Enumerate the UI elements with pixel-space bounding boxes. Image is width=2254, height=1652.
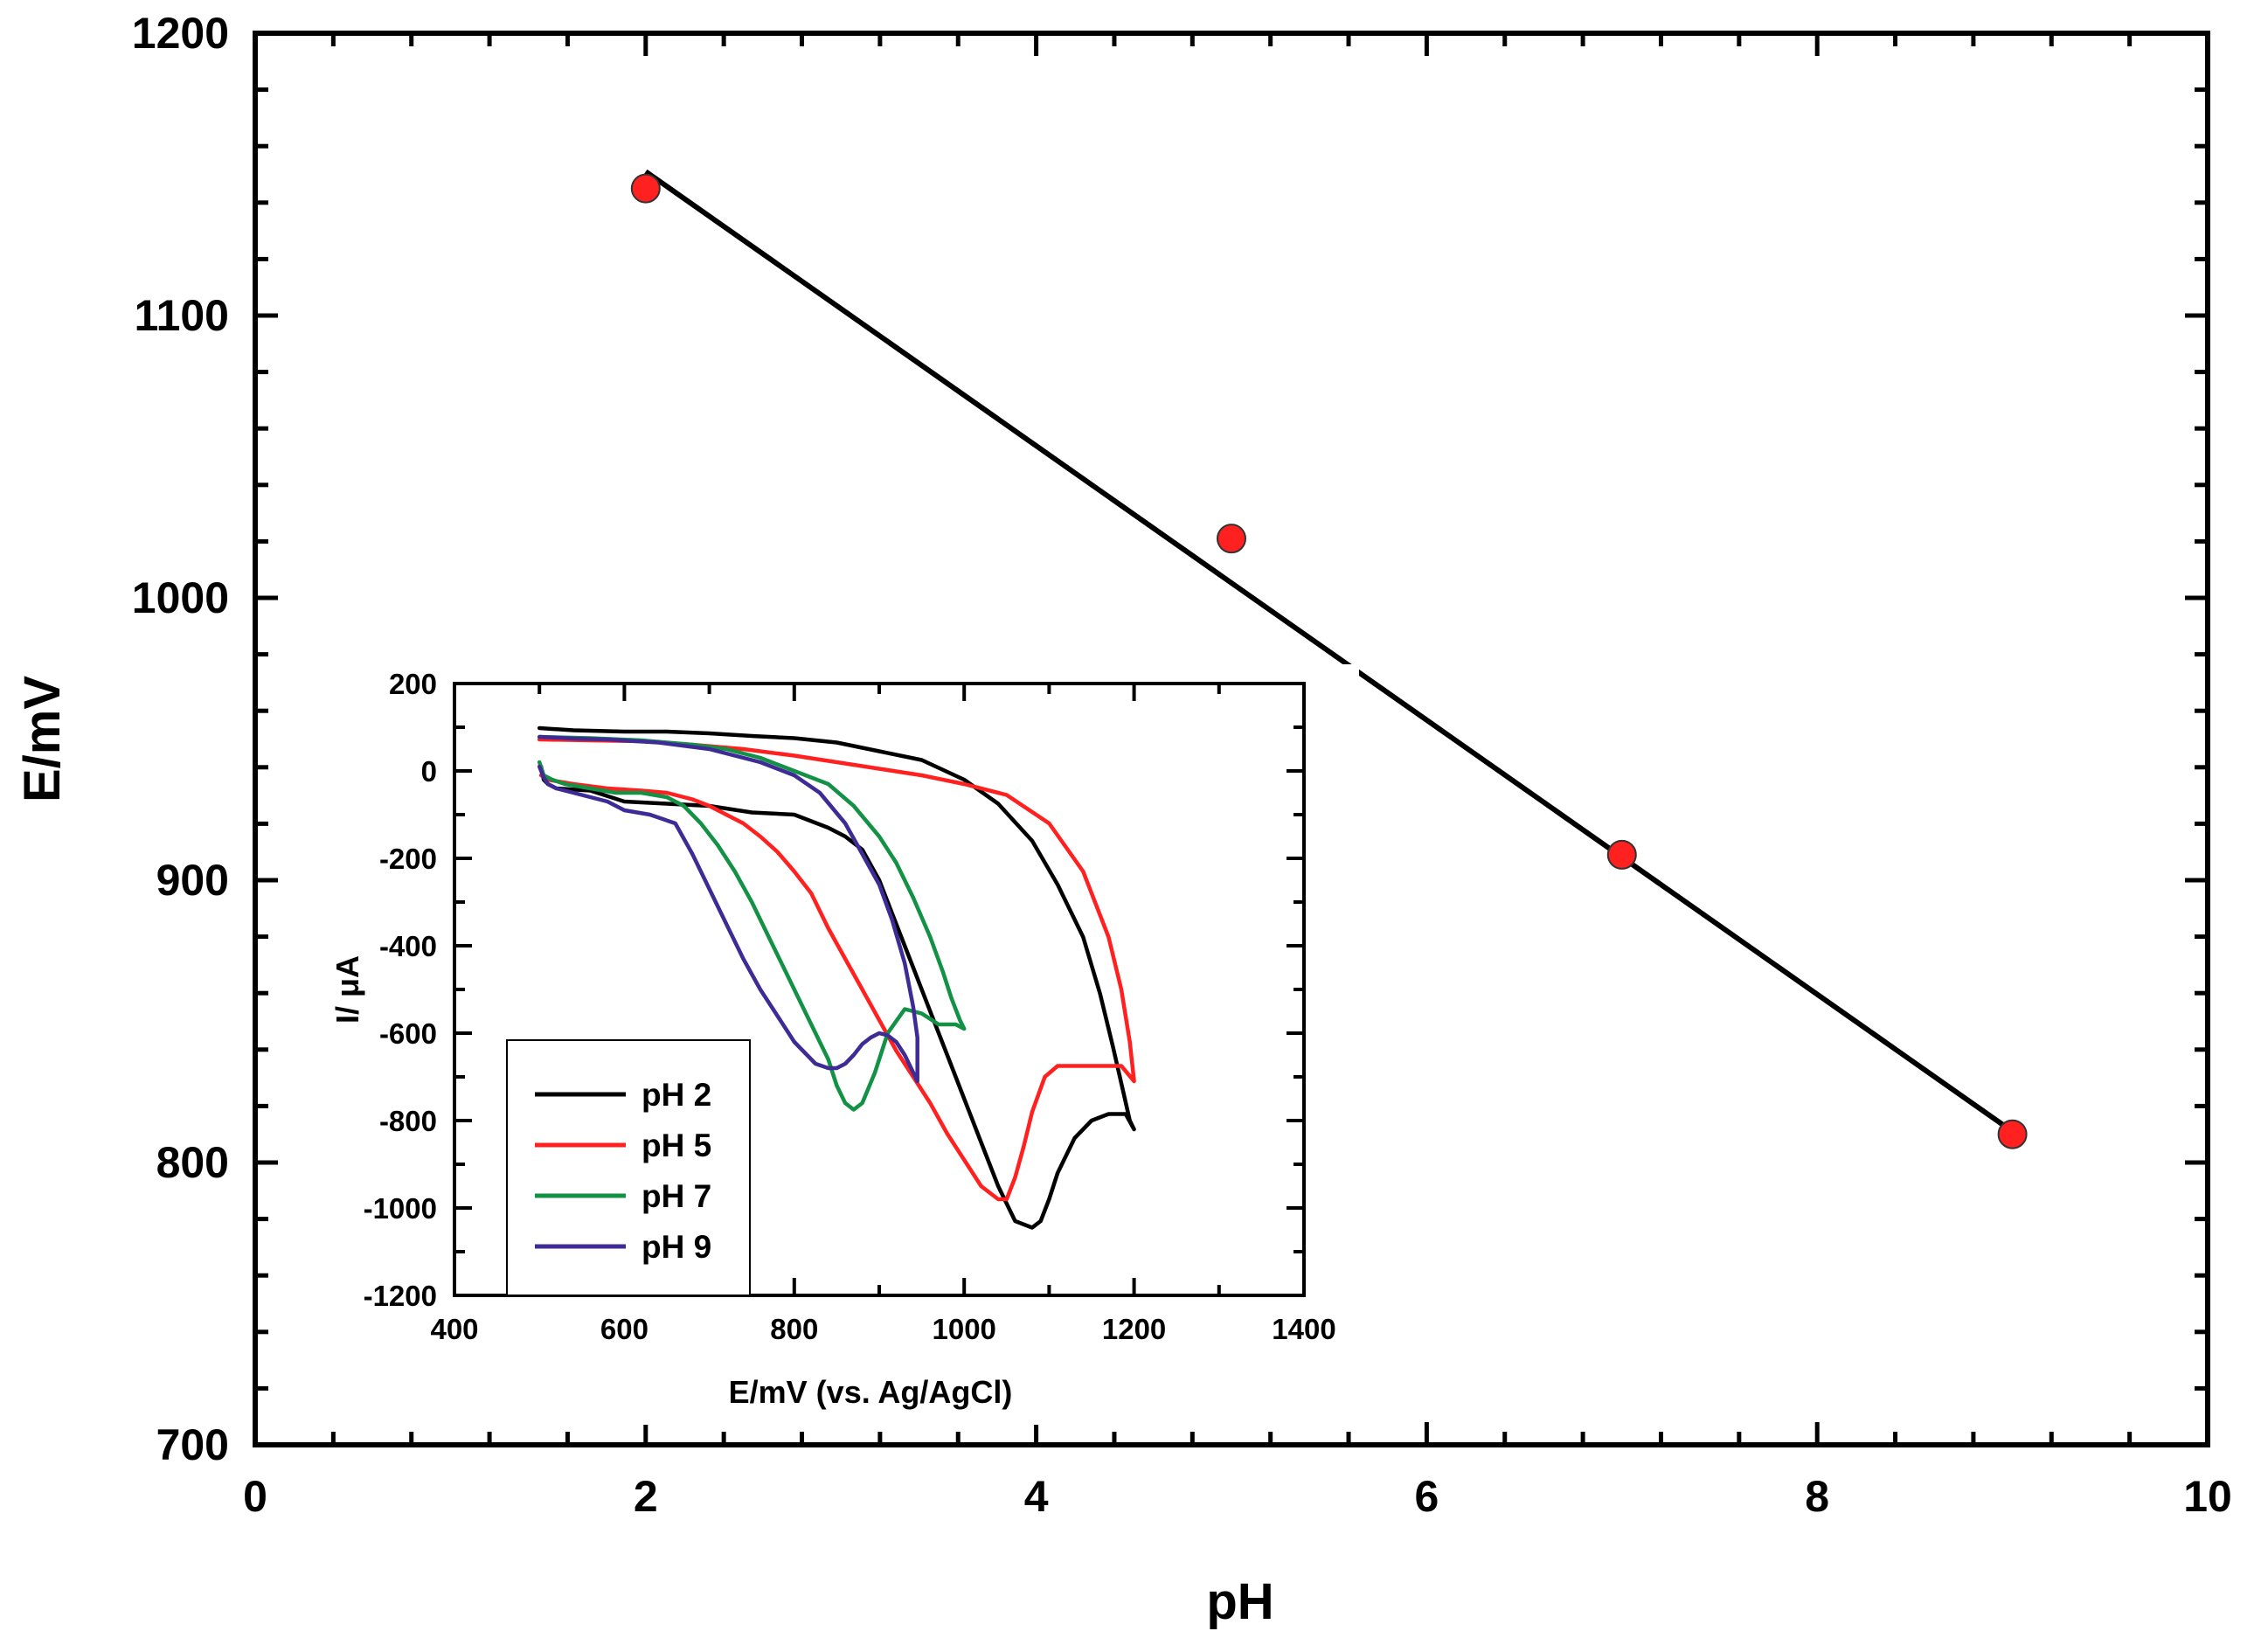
inset-series-lines (537, 725, 1136, 1230)
main-x-tick-label: 10 (2183, 1472, 2232, 1521)
inset-y-tick-labels: -1200 -1000 -800 -600 -400 -200 0 200 (364, 668, 437, 1312)
data-point (1217, 524, 1246, 554)
inset-background (336, 664, 1359, 1425)
inset-y-axis-title: I/ μA (329, 955, 365, 1024)
main-x-tick-label: 4 (1024, 1472, 1049, 1521)
main-data-marks (630, 169, 2028, 1149)
inset-legend: pH 2 pH 5 pH 7 pH 9 (506, 1039, 751, 1296)
main-x-tick-label: 8 (1805, 1472, 1829, 1521)
inset-x-tick-label: 1400 (1272, 1313, 1335, 1345)
data-point (1606, 839, 1637, 870)
main-x-tick-labels: 0 2 4 6 8 10 (243, 1472, 2232, 1521)
inset-x-tick-label: 600 (600, 1313, 648, 1345)
main-y-tick-label: 1100 (135, 291, 229, 340)
inset-x-tick-label: 1000 (932, 1313, 995, 1345)
main-y-axis-title: E/mV (14, 676, 71, 802)
inset-x-tick-label: 1200 (1102, 1313, 1166, 1345)
legend-label: pH 7 (642, 1178, 711, 1214)
data-point (1997, 1119, 2028, 1149)
inset-y-tick-label: -1000 (364, 1192, 437, 1225)
inset-y-tick-label: 0 (421, 755, 437, 788)
main-plot-frame (253, 31, 2210, 1447)
series-line-ph-2 (537, 725, 1136, 1230)
main-x-axis-title: pH (1206, 1573, 1273, 1630)
inset-x-tick-label: 800 (770, 1313, 818, 1345)
linear-fit-line (644, 169, 2015, 1134)
data-point (630, 173, 661, 204)
legend-label: pH 2 (642, 1077, 711, 1113)
main-plot: 0 2 4 6 8 10 700 800 900 1000 1100 1200 pH E/mV (14, 9, 2232, 1630)
main-x-tick-label: 2 (634, 1472, 658, 1521)
inset-y-tick-label: 200 (389, 668, 437, 700)
series-line-ph-5 (537, 737, 1136, 1202)
main-y-tick-label: 800 (156, 1138, 229, 1187)
legend-box (506, 1039, 751, 1296)
main-y-tick-labels: 700 800 900 1000 1100 1200 (132, 9, 229, 1469)
inset-y-tick-label: -600 (379, 1017, 437, 1050)
series-line-ph-9 (537, 734, 919, 1084)
inset-x-axis-title: E/mV (vs. Ag/AgCl) (729, 1374, 1013, 1410)
inset-plot: 400 600 800 1000 1200 1400 -1200 -1000 -800 -600… (329, 664, 1359, 1425)
inset-y-tick-label: -400 (379, 930, 437, 962)
main-x-tick-label: 6 (1414, 1472, 1439, 1521)
inset-plot-frame (453, 682, 1306, 1297)
main-y-tick-label: 1200 (132, 9, 229, 58)
legend-label: pH 9 (642, 1229, 711, 1265)
legend-label: pH 5 (642, 1128, 711, 1163)
main-x-tick-label: 0 (243, 1472, 267, 1521)
inset-y-tick-label: -1200 (364, 1280, 437, 1312)
inset-x-tick-label: 400 (430, 1313, 478, 1345)
series-line-ph-7 (537, 734, 967, 1112)
main-y-tick-label: 900 (156, 856, 229, 905)
inset-x-tick-labels: 400 600 800 1000 1200 1400 (430, 1313, 1335, 1345)
inset-y-tick-label: -200 (379, 843, 437, 875)
main-y-tick-label: 700 (156, 1420, 229, 1469)
main-y-tick-label: 1000 (132, 573, 229, 622)
inset-y-tick-label: -800 (379, 1105, 437, 1137)
